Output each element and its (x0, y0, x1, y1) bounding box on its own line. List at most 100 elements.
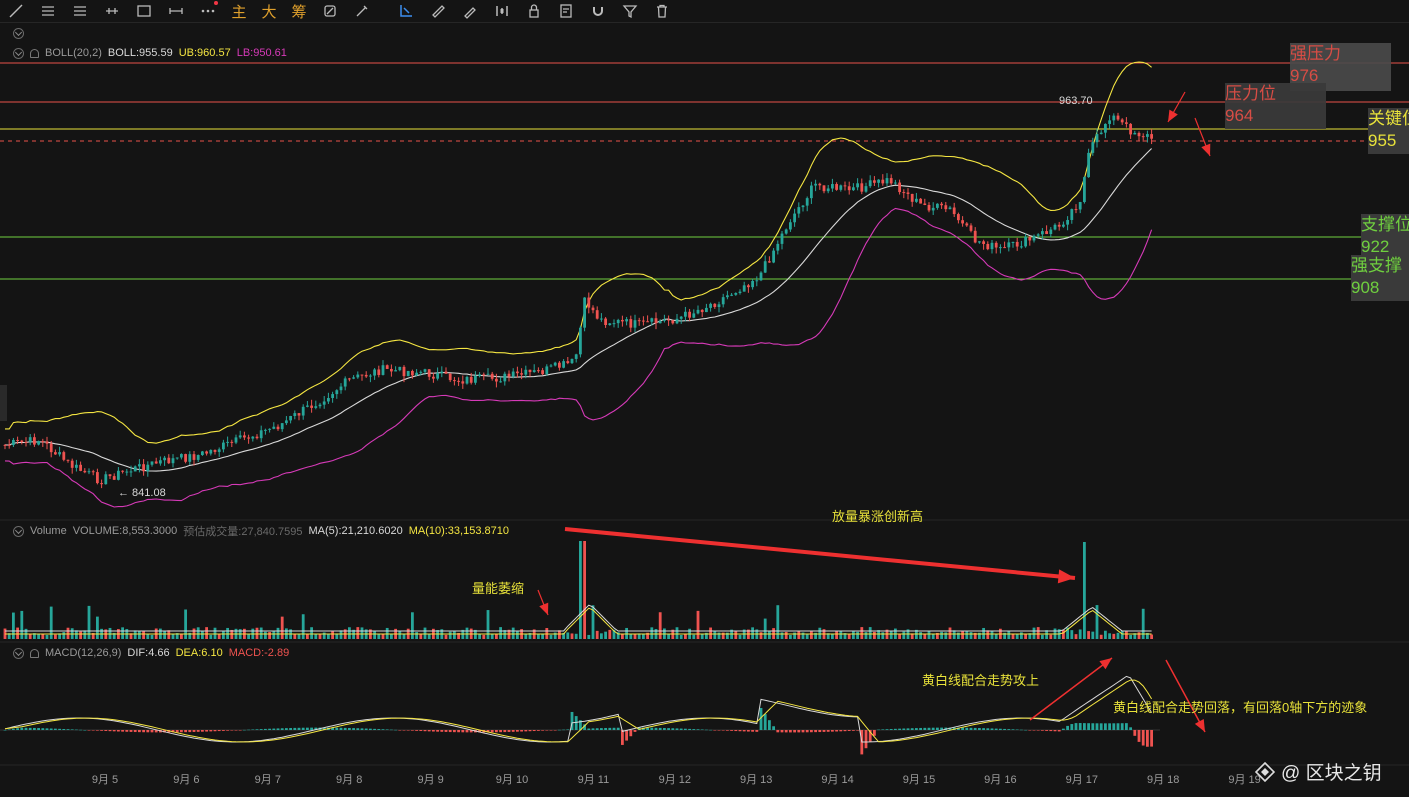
candle-body (541, 370, 544, 375)
large-chart-button[interactable]: 大 (261, 3, 277, 21)
resistance-box[interactable]: 压力位 964 (1225, 83, 1326, 129)
candle-body (129, 471, 133, 473)
lock-icon[interactable] (518, 0, 550, 22)
volume-bar (726, 632, 729, 639)
volume-bar (604, 631, 607, 639)
macd-histogram-bar (801, 730, 805, 733)
boll-name: BOLL(20,2) (45, 47, 102, 59)
macd-histogram-bar (973, 727, 977, 730)
macd-collapse-icon[interactable] (13, 647, 24, 659)
macd-histogram-bar (75, 729, 78, 731)
macd-histogram-bar (562, 729, 565, 731)
sidebar-toggle[interactable] (0, 385, 7, 421)
volume-bar (847, 633, 851, 639)
macd-histogram-bar (234, 730, 238, 731)
macd-histogram-bar (1036, 730, 1040, 731)
volume-bar (549, 634, 553, 639)
macd-histogram-bar (528, 730, 532, 732)
candle-body (390, 368, 393, 372)
more-icon[interactable] (192, 0, 224, 22)
rectangle-icon[interactable] (128, 0, 160, 22)
resistance-title: 压力位 (1225, 84, 1276, 103)
candle-body (772, 250, 775, 263)
filter-icon[interactable] (614, 0, 646, 22)
horizontal-lines-icon[interactable] (32, 0, 64, 22)
macd-histogram-bar (1104, 723, 1107, 730)
main-chart-button[interactable]: 主 (231, 3, 247, 21)
candle-body (12, 439, 15, 446)
volume-bar (1078, 629, 1082, 639)
strong-resistance-title: 强压力 (1290, 44, 1341, 63)
macd-alert-bell-icon[interactable] (30, 648, 39, 658)
draw-icon[interactable] (454, 0, 486, 22)
macd-histogram-bar (217, 730, 221, 732)
macd-histogram-bar (335, 727, 339, 730)
macd-histogram-bar (192, 730, 196, 732)
macd-histogram-bar (1074, 723, 1078, 730)
macd-histogram-bar (1045, 730, 1048, 731)
chips-button[interactable]: 筹 (291, 3, 307, 21)
range-icon[interactable] (160, 0, 192, 22)
support-box[interactable]: 支撑位 922 (1361, 214, 1409, 260)
volume-collapse-icon[interactable] (13, 525, 24, 537)
key-level-value: 955 (1368, 131, 1397, 150)
candle-body (805, 198, 809, 206)
volume-bar (7, 633, 11, 639)
select-icon[interactable] (390, 0, 422, 22)
volume-bar (201, 631, 204, 639)
key-level-box[interactable]: 关键位 955 (1368, 108, 1409, 154)
macd-histogram-bar (541, 730, 544, 731)
strong-resistance-box[interactable]: 强压力 976 (1290, 43, 1391, 91)
macd-histogram-bar (587, 728, 591, 730)
volume-bar (692, 634, 696, 639)
template-icon[interactable] (550, 0, 582, 22)
strong-support-box[interactable]: 强支撑 908 (1351, 255, 1409, 301)
brush-icon[interactable] (346, 0, 378, 22)
candle-body (1112, 115, 1116, 121)
cross-line-icon[interactable] (96, 0, 128, 22)
candle-body (952, 207, 956, 215)
replay-icon[interactable] (314, 0, 346, 22)
candle-body (839, 185, 843, 190)
delete-icon[interactable] (646, 0, 678, 22)
volume-bar (1108, 633, 1111, 639)
candle-body (133, 466, 137, 472)
candle-body (742, 285, 746, 292)
volume-bar (175, 633, 179, 639)
candle-body (314, 406, 318, 408)
candle-body (201, 451, 204, 456)
collapse-toggle-icon[interactable] (13, 28, 24, 39)
volume-bar (222, 630, 225, 639)
volume-bar (121, 627, 124, 639)
candle-body (658, 320, 662, 324)
macd-histogram-bar (196, 730, 200, 732)
parallel-lines-icon[interactable] (64, 0, 96, 22)
magnet-icon[interactable] (582, 0, 614, 22)
x-tick: 9月 5 (91, 774, 119, 786)
watermark-text: @ 区块之钥 (1281, 763, 1382, 784)
macd-histogram-bar (465, 730, 469, 733)
macd-histogram-bar (58, 728, 61, 730)
macd-histogram-bar (705, 729, 708, 731)
x-tick: 9月 14 (821, 774, 854, 786)
candle-body (306, 405, 309, 407)
alert-bell-icon[interactable] (30, 48, 39, 58)
macd-histogram-bar (411, 730, 414, 731)
boll-collapse-icon[interactable] (13, 47, 24, 59)
macd-histogram-bar (881, 729, 885, 730)
candle-body (289, 416, 292, 421)
candle-body (965, 223, 969, 226)
candle-body (860, 183, 864, 192)
macd-histogram-bar (847, 730, 851, 731)
volume-bar (776, 605, 780, 639)
indicator-icon[interactable] (486, 0, 518, 22)
candle-body (810, 185, 813, 199)
macd-histogram-bar (856, 730, 859, 731)
candle-body (604, 318, 607, 326)
volume-bar (20, 610, 24, 639)
candle-body (482, 374, 486, 376)
candle-body (280, 423, 284, 430)
ruler-icon[interactable] (422, 0, 454, 22)
trend-line-icon[interactable] (0, 0, 32, 22)
